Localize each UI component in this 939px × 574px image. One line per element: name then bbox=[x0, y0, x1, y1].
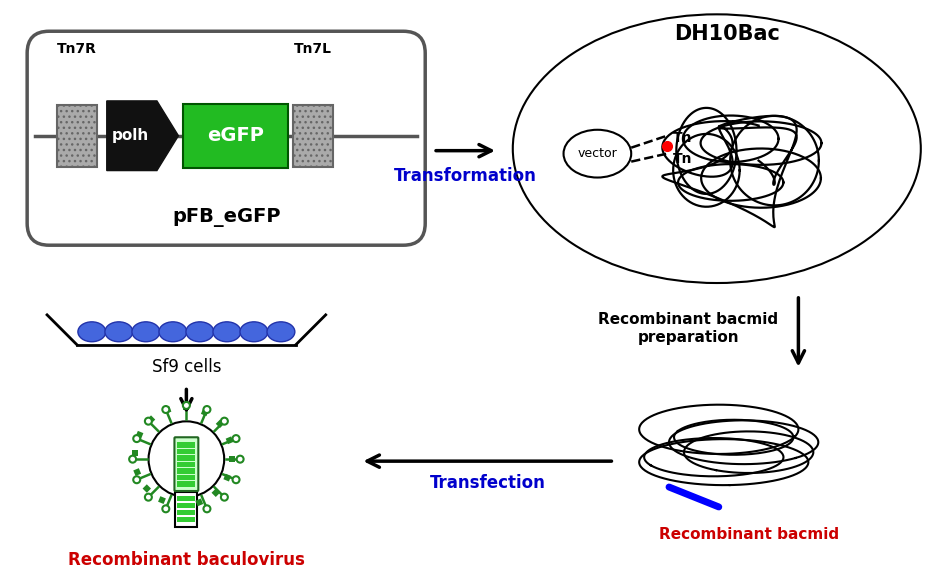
Circle shape bbox=[130, 456, 136, 463]
Text: Tn7R: Tn7R bbox=[57, 42, 97, 56]
Bar bbox=[177, 475, 195, 480]
Text: pFB_eGFP: pFB_eGFP bbox=[172, 208, 281, 227]
Text: Tn7L: Tn7L bbox=[294, 42, 331, 56]
Bar bbox=[195, 498, 203, 506]
Circle shape bbox=[233, 435, 239, 442]
Ellipse shape bbox=[563, 130, 631, 177]
Ellipse shape bbox=[131, 322, 160, 342]
Bar bbox=[177, 462, 195, 467]
Circle shape bbox=[204, 406, 210, 413]
Text: Recombinant bacmid
preparation: Recombinant bacmid preparation bbox=[598, 312, 778, 345]
Bar bbox=[163, 406, 172, 414]
Bar bbox=[177, 482, 195, 487]
Circle shape bbox=[148, 421, 224, 497]
Text: Recombinant bacmid: Recombinant bacmid bbox=[658, 528, 839, 542]
FancyBboxPatch shape bbox=[175, 437, 198, 491]
Circle shape bbox=[145, 494, 152, 501]
Text: Tn: Tn bbox=[673, 152, 692, 166]
Text: Sf9 cells: Sf9 cells bbox=[151, 358, 221, 375]
Text: Transformation: Transformation bbox=[394, 166, 537, 185]
Text: polh: polh bbox=[112, 128, 149, 144]
Bar bbox=[158, 496, 166, 504]
Bar bbox=[57, 105, 97, 166]
Bar bbox=[183, 104, 288, 168]
Text: Recombinant baculovirus: Recombinant baculovirus bbox=[68, 550, 305, 569]
Ellipse shape bbox=[186, 322, 214, 342]
Polygon shape bbox=[107, 101, 178, 170]
Circle shape bbox=[183, 402, 190, 409]
Bar bbox=[133, 468, 141, 476]
Bar bbox=[146, 416, 155, 424]
Bar bbox=[225, 436, 234, 444]
Ellipse shape bbox=[267, 322, 295, 342]
Bar bbox=[177, 455, 195, 460]
Circle shape bbox=[221, 494, 228, 501]
Circle shape bbox=[204, 505, 210, 512]
Bar bbox=[216, 420, 224, 428]
Ellipse shape bbox=[78, 322, 106, 342]
Text: Transfection: Transfection bbox=[429, 474, 546, 492]
Bar bbox=[177, 517, 195, 522]
Circle shape bbox=[145, 418, 152, 425]
Text: Tn: Tn bbox=[673, 131, 692, 145]
Circle shape bbox=[162, 505, 169, 512]
Circle shape bbox=[221, 418, 228, 425]
Bar bbox=[201, 408, 208, 416]
Bar bbox=[177, 496, 195, 501]
Circle shape bbox=[233, 476, 239, 483]
Bar bbox=[177, 510, 195, 515]
Bar bbox=[223, 474, 231, 482]
Ellipse shape bbox=[513, 14, 921, 283]
Ellipse shape bbox=[213, 322, 240, 342]
FancyBboxPatch shape bbox=[27, 31, 425, 245]
Bar bbox=[177, 468, 195, 474]
Bar bbox=[177, 449, 195, 454]
Bar bbox=[131, 450, 138, 456]
Circle shape bbox=[162, 406, 169, 413]
Bar bbox=[211, 488, 220, 497]
Bar bbox=[293, 105, 332, 166]
Ellipse shape bbox=[240, 322, 268, 342]
Text: eGFP: eGFP bbox=[208, 126, 264, 145]
Bar bbox=[183, 405, 190, 410]
Bar bbox=[229, 456, 235, 462]
Ellipse shape bbox=[159, 322, 187, 342]
Circle shape bbox=[133, 476, 140, 483]
Ellipse shape bbox=[105, 322, 132, 342]
Bar bbox=[177, 503, 195, 508]
Circle shape bbox=[133, 435, 140, 442]
Circle shape bbox=[237, 456, 243, 463]
Text: vector: vector bbox=[577, 147, 617, 160]
Bar bbox=[135, 431, 144, 439]
Text: DH10Bac: DH10Bac bbox=[674, 24, 779, 44]
Bar bbox=[176, 492, 197, 527]
Bar bbox=[143, 484, 151, 492]
Bar bbox=[177, 442, 195, 448]
